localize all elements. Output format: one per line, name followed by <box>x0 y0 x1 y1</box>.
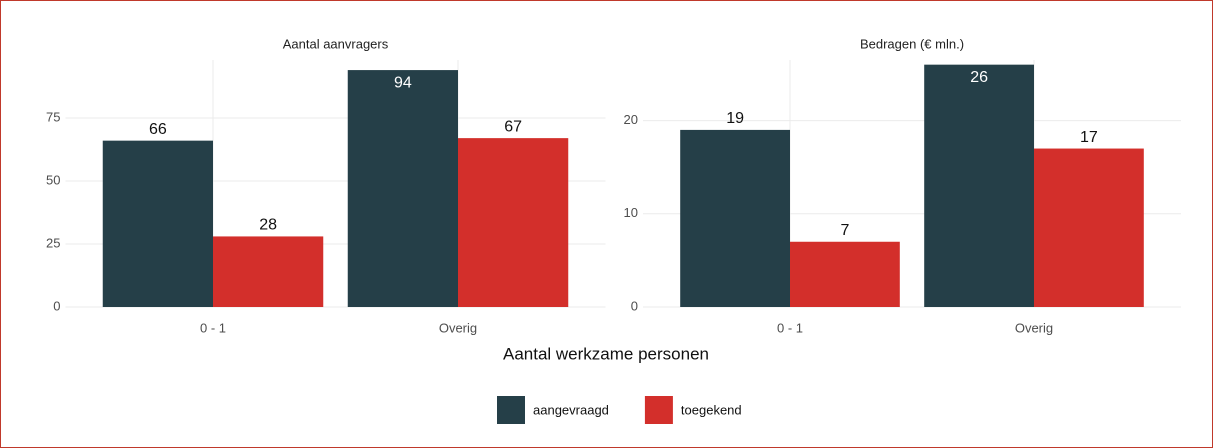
y-tick-label: 10 <box>624 205 638 220</box>
bar <box>1034 148 1144 307</box>
bar <box>347 70 458 307</box>
legend-swatch <box>497 396 525 424</box>
x-tick-label: 0 - 1 <box>777 320 803 335</box>
bar <box>680 129 790 307</box>
data-label: 28 <box>259 217 277 234</box>
panel-title: Bedragen (€ mln.) <box>860 36 964 51</box>
bar <box>790 241 900 307</box>
y-tick-label: 0 <box>631 298 638 313</box>
bar <box>213 236 324 307</box>
legend-label: toegekend <box>681 402 742 417</box>
legend-swatch <box>644 396 673 424</box>
y-tick-label: 50 <box>46 172 60 187</box>
y-tick-label: 20 <box>624 112 638 127</box>
data-label: 66 <box>149 121 167 138</box>
data-label: 67 <box>504 118 522 135</box>
bar <box>458 138 569 307</box>
x-axis-title: Aantal werkzame personen <box>503 344 709 363</box>
x-tick-label: Overig <box>1015 320 1053 335</box>
y-tick-label: 25 <box>46 235 60 250</box>
panel-title: Aantal aanvragers <box>283 36 389 51</box>
data-label: 26 <box>970 69 988 86</box>
data-label: 17 <box>1080 129 1098 146</box>
y-tick-label: 0 <box>53 298 60 313</box>
x-tick-label: Overig <box>439 320 477 335</box>
data-label: 7 <box>840 222 849 239</box>
data-label: 19 <box>726 110 744 127</box>
x-tick-label: 0 - 1 <box>200 320 226 335</box>
bar <box>102 140 213 307</box>
data-label: 94 <box>394 74 412 91</box>
bar <box>924 64 1034 308</box>
y-tick-label: 75 <box>46 109 60 124</box>
legend-label: aangevraagd <box>533 402 609 417</box>
